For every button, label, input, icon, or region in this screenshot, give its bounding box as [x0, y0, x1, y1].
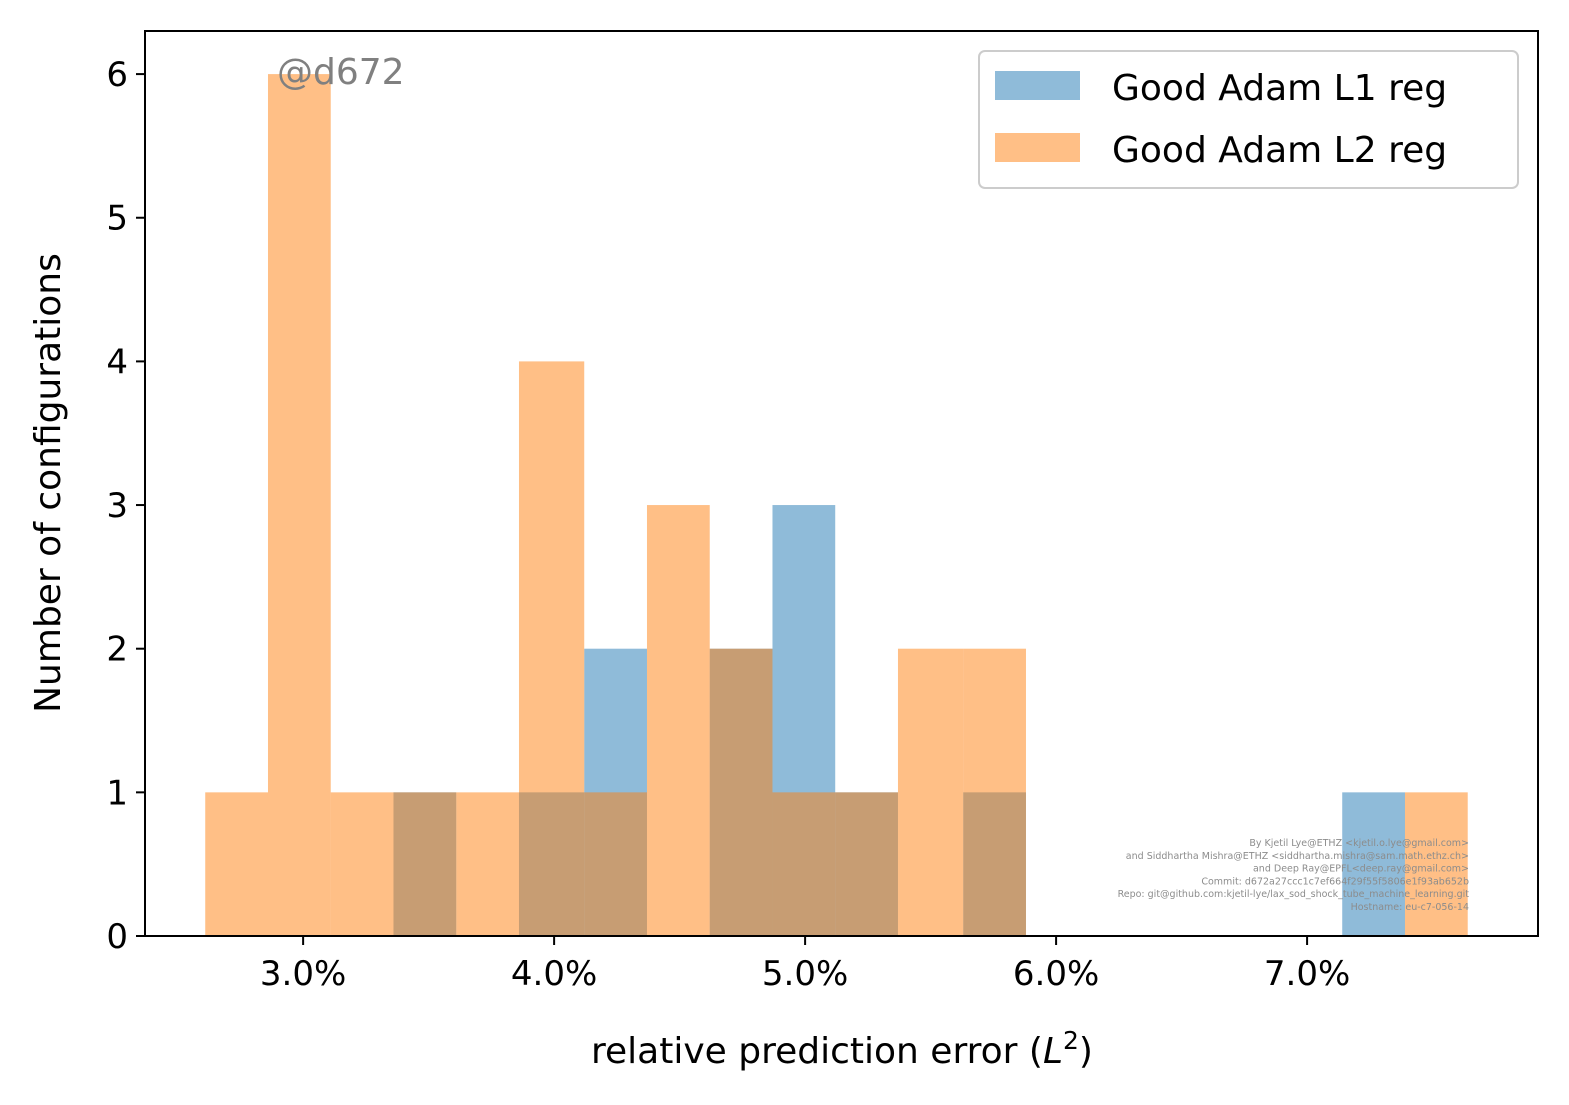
legend: Good Adam L1 reg Good Adam L2 reg — [978, 50, 1519, 189]
y-axis-label: Number of configurations — [28, 253, 69, 713]
legend-swatch-l1 — [995, 71, 1080, 100]
legend-label-l1: Good Adam L1 reg — [1112, 68, 1447, 109]
x-axis-label: relative prediction error (L2) — [591, 1026, 1093, 1072]
x-tick-label-2: 5.0% — [762, 954, 848, 994]
y-tick-label-6: 6 — [106, 55, 128, 95]
y-tick-label-5: 5 — [106, 199, 128, 239]
bar-series2-bin1 — [267, 74, 331, 937]
plot-frame — [144, 30, 1539, 937]
y-tick-label-4: 4 — [106, 342, 128, 382]
bars-layer — [205, 74, 1468, 937]
bar-series2-bin11 — [897, 648, 964, 936]
y-tick-label-2: 2 — [106, 630, 128, 670]
x-tick-label-1: 4.0% — [511, 954, 597, 994]
x-tick-label-4: 7.0% — [1264, 954, 1350, 994]
bar-series2-bin19 — [1404, 792, 1468, 936]
bar-series2-bin0 — [205, 792, 268, 936]
bar-series2-bin2 — [330, 792, 394, 936]
bar-series2-bin6 — [584, 792, 647, 936]
y-tick-label-1: 1 — [106, 773, 128, 813]
bar-series1-bin15 — [1342, 792, 1405, 936]
legend-label-l2: Good Adam L2 reg — [1112, 130, 1447, 171]
legend-box — [978, 50, 1519, 189]
bar-series2-bin12 — [963, 648, 1026, 936]
ticks-layer: 3.0% 4.0% 5.0% 6.0% 7.0% 0 1 2 3 4 5 6 — [106, 55, 1350, 994]
bar-series2-bin7 — [646, 505, 710, 936]
y-tick-label-0: 0 — [106, 917, 128, 957]
credits-line-5: Hostname: eu-c7-056-14 — [1351, 902, 1469, 913]
watermark-text: @d672 — [277, 52, 405, 93]
bar-series2-bin9 — [772, 792, 836, 936]
credits-line-1: and Siddhartha Mishra@ETHZ <siddhartha.m… — [1126, 851, 1469, 862]
y-tick-label-3: 3 — [106, 486, 128, 526]
credits-line-3: Commit: d672a27ccc1c7ef664f29f55f5806e1f… — [1201, 876, 1469, 887]
legend-swatch-l2 — [995, 133, 1080, 162]
credits-block: By Kjetil Lye@ETHZ <kjetil.o.lye@gmail.c… — [1118, 838, 1470, 913]
credits-line-0: By Kjetil Lye@ETHZ <kjetil.o.lye@gmail.c… — [1249, 838, 1469, 849]
bar-series2-bin8 — [709, 648, 773, 936]
bar-series2-bin5 — [518, 361, 585, 936]
x-tick-label-0: 3.0% — [260, 954, 346, 994]
bar-series2-bin4 — [456, 792, 519, 936]
x-tick-label-3: 6.0% — [1013, 954, 1099, 994]
bar-series2-bin10 — [835, 792, 898, 936]
credits-line-4: Repo: git@github.com:kjetil-lye/lax_sod_… — [1118, 889, 1470, 900]
credits-line-2: and Deep Ray@EPFL<deep.ray@gmail.com> — [1253, 864, 1469, 875]
bar-series2-bin3 — [393, 792, 457, 936]
